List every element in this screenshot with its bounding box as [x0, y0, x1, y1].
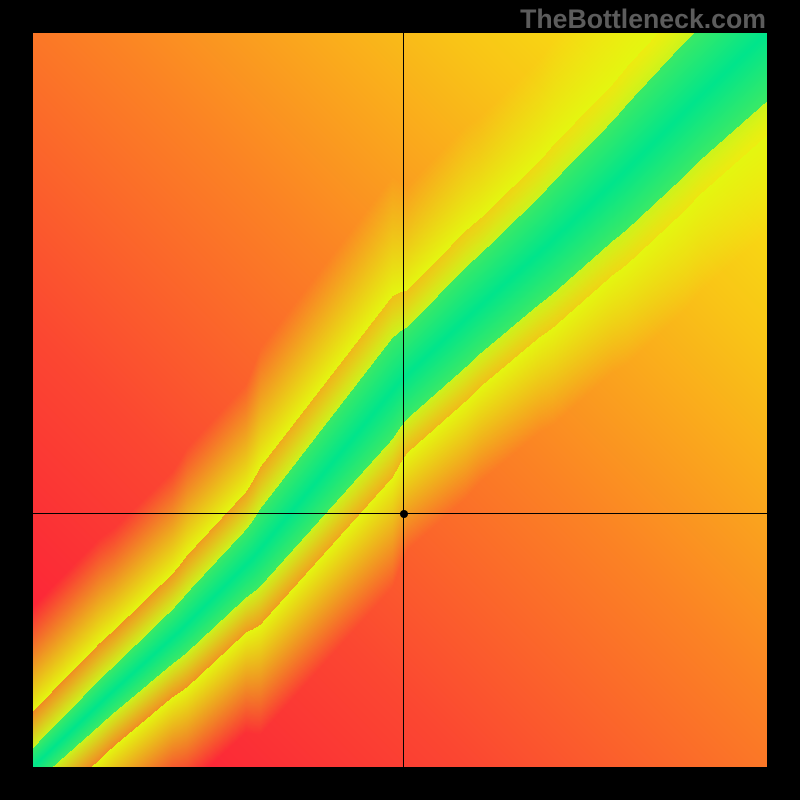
watermark-text: TheBottleneck.com	[520, 4, 766, 35]
heatmap-canvas	[33, 33, 767, 767]
crosshair-vertical-line	[403, 33, 404, 767]
bottleneck-chart: TheBottleneck.com	[0, 0, 800, 800]
crosshair-marker	[400, 510, 408, 518]
